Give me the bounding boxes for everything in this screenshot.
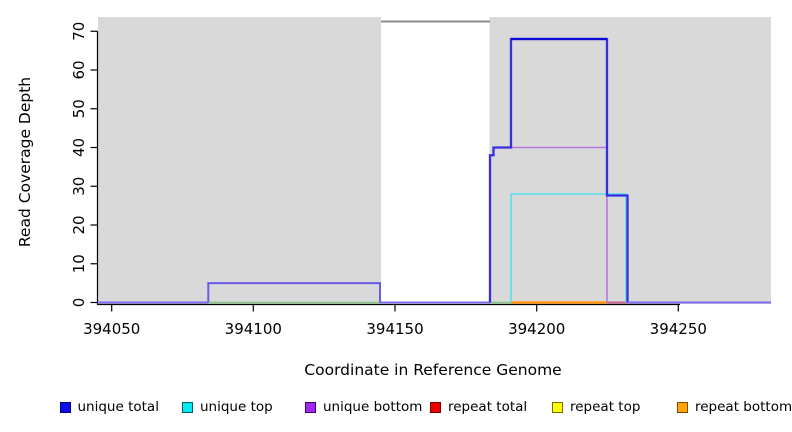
y-tick-label-50: 50 [70,99,88,118]
legend: unique total unique top unique bottom re… [0,397,792,421]
x-tick-label-394050: 394050 [83,320,140,338]
legend-label: unique top [200,399,273,415]
y-tick-label-10: 10 [70,254,88,273]
legend-label: repeat top [570,399,641,415]
legend-item-unique-bottom: unique bottom [305,397,422,417]
y-tick-label-30: 30 [70,177,88,196]
x-tick-marks [111,304,679,312]
legend-item-repeat-total: repeat total [430,397,527,417]
y-tick-marks [90,30,98,304]
x-axis-title: Coordinate in Reference Genome [304,361,561,379]
repeat-top-swatch-icon [552,401,563,413]
panel-background-left [98,17,381,304]
x-tick-label-394100: 394100 [225,320,282,338]
coverage-plot: 0 10 20 30 40 50 60 70 394050 394100 394… [16,17,771,379]
x-tick-label-394150: 394150 [366,320,423,338]
legend-item-unique-top: unique top [182,397,273,417]
y-axis-title: Read Coverage Depth [16,77,34,247]
legend-item-unique-total: unique total [59,397,159,417]
unique-total-peak-line [488,37,629,303]
y-tick-label-0: 0 [70,298,88,308]
legend-label: unique total [77,399,159,415]
unique-top-swatch-icon [182,401,193,413]
unique-top-line [510,193,627,303]
x-tick-label-394200: 394200 [508,320,565,338]
x-tick-label-394250: 394250 [650,320,707,338]
unique-total-swatch-icon [59,401,71,413]
legend-item-repeat-bottom: repeat bottom [677,397,792,417]
legend-label: repeat bottom [695,399,792,415]
legend-item-repeat-top: repeat top [552,397,640,417]
repeat-total-swatch-icon [430,401,441,413]
unique-total-bump-line [207,282,381,303]
panel-background-right [489,17,771,304]
legend-label: unique bottom [323,399,423,415]
unique-bottom-swatch-icon [305,401,316,413]
y-tick-label-20: 20 [70,215,88,234]
legend-label: repeat total [448,399,528,415]
y-tick-label-70: 70 [70,22,88,41]
repeat-bottom-swatch-icon [677,401,688,413]
y-tick-label-40: 40 [70,138,88,157]
y-tick-label-60: 60 [70,60,88,79]
